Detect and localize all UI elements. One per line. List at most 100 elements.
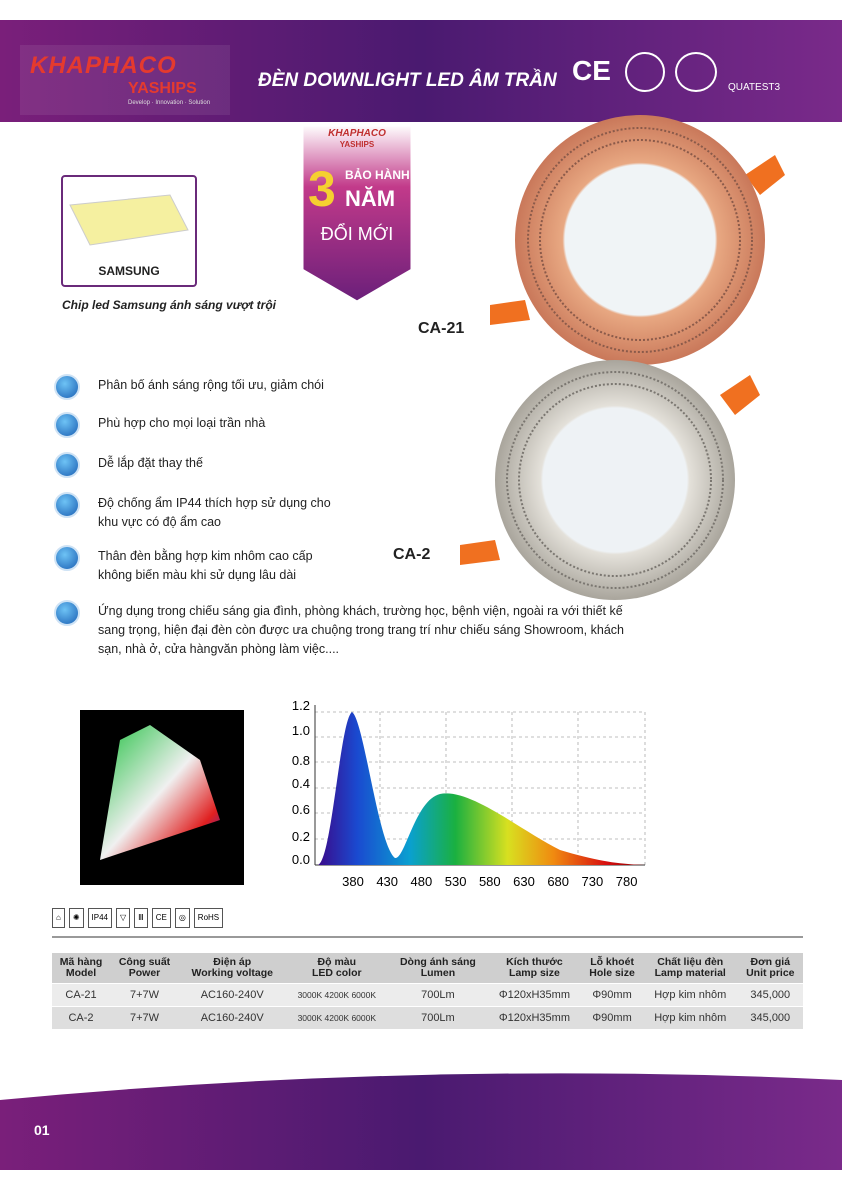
badge-line3: ĐỔI MỚI [320, 224, 394, 244]
table-cell: Hợp kim nhôm [642, 1006, 738, 1029]
header-cell: Công suất Power [110, 953, 179, 984]
table-cell: 7+7W [110, 983, 179, 1007]
table-cell: 7+7W [110, 1006, 179, 1029]
title: ĐÈN DOWNLIGHT LED ÂM TRẦN [258, 70, 557, 91]
header-en: Lamp material [654, 967, 726, 979]
header-vi: Đơn giá [750, 956, 791, 968]
table-cell: CA-2 [52, 1006, 111, 1029]
header-en: Working voltage [191, 967, 273, 979]
table-cell: 345,000 [737, 983, 803, 1007]
y-tick-label: 0.2 [291, 829, 310, 844]
badge-number: 3 [308, 161, 336, 217]
header-cell: Dòng ánh sáng Lumen [388, 953, 488, 984]
badge-sub: YASHIPS [339, 140, 375, 149]
icon-row: ⌂ ✺ IP44 ▽ Ⅲ CE ◎ RoHS [52, 908, 227, 928]
table-cell: Φ120xH35mm [487, 1006, 582, 1029]
feature-icon [54, 600, 80, 626]
feature-text: Dễ lắp đặt thay thế [98, 456, 203, 470]
icon: ▽ [116, 908, 131, 928]
header-vi: Điện áp [213, 956, 252, 968]
y-tick-label: 1.2 [291, 698, 310, 713]
header-vi: Lỗ khoét [590, 956, 634, 968]
icon-label: IP44 [87, 908, 113, 928]
header-vi: Công suất [118, 956, 171, 968]
table-cell: Φ90mm [581, 983, 643, 1007]
table-cell: Φ120xH35mm [487, 983, 582, 1007]
feature-icon [54, 412, 80, 438]
x-tick-label: 480 [410, 874, 433, 889]
header-en: Unit price [746, 967, 795, 979]
table-cell: AC160-240V [178, 983, 286, 1007]
feature-text: Phù hợp cho mọi loại trần nhà [98, 416, 266, 430]
x-tick-label: 680 [547, 874, 570, 889]
page-number: 01 [34, 1122, 50, 1138]
cert-icon [675, 52, 717, 92]
x-tick-label: 580 [478, 874, 501, 889]
badge-line1: BẢO HÀNH [345, 168, 410, 182]
icon-label: RoHS [193, 908, 224, 928]
header-cell: Điện áp Working voltage [178, 953, 286, 984]
header-vi: Chất liệu đèn [657, 956, 724, 968]
header-en: Hole size [589, 967, 635, 979]
sub-brand: YASHIPS [128, 80, 197, 97]
table-row: CA-21 7+7W AC160-240V 3000K 4200K 6000K 700L… [52, 983, 803, 1007]
y-tick-label: 0.4 [291, 776, 310, 791]
cert-icon [625, 52, 665, 92]
table-cell: 700Lm [388, 983, 488, 1007]
x-tick-label: 630 [513, 874, 535, 889]
tagline: Develop · Innovation · Solution [128, 100, 211, 106]
header-en: Model [65, 967, 97, 979]
header-en: Lumen [420, 967, 456, 979]
x-tick-label: 530 [444, 874, 467, 889]
badge-line2: NĂM [345, 186, 396, 211]
table-cell: 3000K 4200K 6000K [285, 1006, 389, 1029]
feature-text: Thân đèn bằng hợp kim nhôm cao cấp không… [98, 549, 313, 582]
badge-brand: KHAPHACO [328, 128, 386, 139]
header-vi: Mã hàng [59, 956, 103, 968]
table-row: CA-2 7+7W AC160-240V 3000K 4200K 6000K 700Lm… [52, 1006, 803, 1029]
y-tick-label: 0.6 [291, 802, 310, 817]
spec-table: Mã hàng Model Công suất Power Điện áp Working… [52, 953, 803, 1029]
icon: ✺ [68, 908, 84, 928]
header-cell: Chất liệu đèn Lamp material [642, 953, 738, 984]
feature-text: Phân bố ánh sáng rộng tối ưu, giảm chói [98, 378, 324, 392]
brand: KHAPHACO [30, 52, 177, 79]
feature-icon [54, 545, 80, 571]
chip-label: SAMSUNG [98, 264, 160, 278]
x-tick-label: 380 [342, 874, 364, 889]
table-cell: 345,000 [737, 1006, 803, 1029]
header-vi: Dòng ánh sáng [399, 956, 476, 968]
x-tick-label: 780 [615, 874, 638, 889]
table-cell: Φ90mm [581, 1006, 643, 1029]
chip-caption: Chip led Samsung ánh sáng vượt trội [62, 298, 276, 312]
x-tick-label: 430 [376, 874, 399, 889]
icon: ◎ [174, 908, 190, 928]
cert: CE [572, 55, 611, 86]
table-cell: 700Lm [388, 1006, 488, 1029]
y-tick-label: 1.0 [291, 723, 310, 738]
icon-label: CE [151, 908, 171, 928]
header-cell: Mã hàng Model [52, 953, 111, 984]
header-cell: Độ màu LED color [285, 953, 389, 984]
product-label: CA-2 [393, 546, 431, 563]
header-cell: Lỗ khoét Hole size [581, 953, 643, 984]
feature-icon [54, 492, 80, 518]
icon: ⌂ [52, 908, 65, 928]
header-vi: Độ màu [317, 956, 357, 968]
table-cell: 3000K 4200K 6000K [285, 983, 389, 1007]
table-body: CA-21 7+7W AC160-240V 3000K 4200K 6000K 700L… [52, 983, 803, 1029]
header-cell: Đơn giá Unit price [737, 953, 803, 984]
table-cell: CA-21 [52, 983, 111, 1007]
feature-icon [54, 452, 80, 478]
header-en: Power [128, 967, 161, 979]
feature-text: Ứng dụng trong chiếu sáng gia đình, phòn… [98, 604, 624, 656]
header-cell: Kích thước Lamp size [487, 953, 582, 984]
product-label: CA-21 [418, 320, 465, 337]
y-tick-label: 0.0 [291, 852, 310, 867]
feature-text: Độ chống ẩm IP44 thích hợp sử dụng cho k… [98, 496, 331, 529]
icon: Ⅲ [134, 908, 148, 928]
table-cell: AC160-240V [178, 1006, 286, 1029]
table-header: Mã hàng Model Công suất Power Điện áp Working… [52, 953, 803, 984]
